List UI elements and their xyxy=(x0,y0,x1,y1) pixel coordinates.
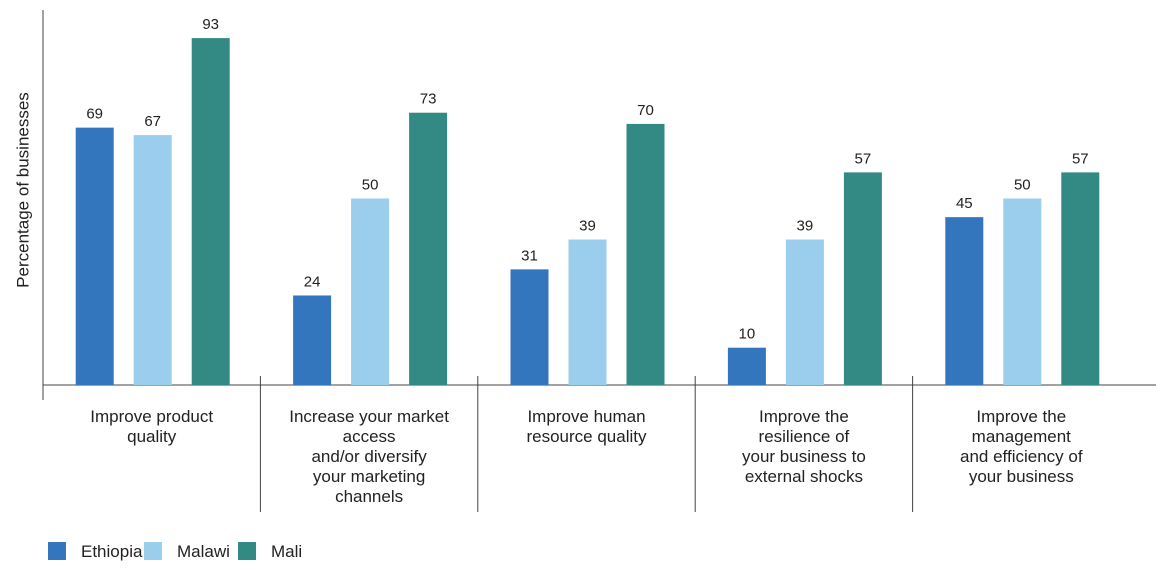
bar-value-label: 57 xyxy=(855,150,872,167)
legend-item-ethiopia: Ethiopia xyxy=(48,542,143,561)
category-label-2: Improve human resource quality xyxy=(526,407,647,446)
bar-value-label: 39 xyxy=(797,218,814,235)
bar-malawi-3 xyxy=(785,239,824,385)
legend-label: Ethiopia xyxy=(81,542,143,561)
legend-label: Malawi xyxy=(177,542,230,561)
bar-mali-3 xyxy=(843,172,882,385)
bar-value-label: 10 xyxy=(739,326,756,343)
bar-value-label: 67 xyxy=(144,113,161,130)
bar-value-label: 73 xyxy=(420,91,437,108)
bar-malawi-0 xyxy=(133,135,172,385)
bar-mali-4 xyxy=(1061,172,1100,385)
bar-ethiopia-0 xyxy=(75,127,114,385)
bar-malawi-4 xyxy=(1003,198,1042,385)
category-labels: Improve product quality Increase your mark… xyxy=(90,376,1083,512)
legend-swatch xyxy=(48,542,66,560)
bar-value-label: 45 xyxy=(956,195,973,212)
bar-malawi-2 xyxy=(568,239,607,385)
y-axis-title: Percentage of businesses xyxy=(13,92,32,288)
bar-ethiopia-2 xyxy=(510,269,549,385)
bar-value-labels: 69 67 93 24 50 73 31 39 70 10 39 57 45 50 57 xyxy=(86,16,1088,343)
category-label-3: Improve the resilience of your business to… xyxy=(742,407,866,486)
category-label-4: Improve the management and efficiency of yo… xyxy=(960,407,1083,486)
bar-mali-1 xyxy=(409,112,448,386)
bar-value-label: 57 xyxy=(1072,150,1089,167)
bar-value-label: 93 xyxy=(202,16,219,33)
legend-item-mali: Mali xyxy=(238,542,302,561)
legend-swatch xyxy=(238,542,256,560)
legend: Ethiopia Malawi Mali xyxy=(48,542,302,561)
bar-mali-2 xyxy=(626,123,665,386)
bars xyxy=(75,38,1100,386)
category-label-1: Increase your market access and/or diversi… xyxy=(289,407,449,506)
legend-swatch xyxy=(144,542,162,560)
bar-ethiopia-3 xyxy=(727,347,766,385)
bar-value-label: 50 xyxy=(362,177,379,194)
bar-value-label: 69 xyxy=(86,106,103,123)
legend-item-malawi: Malawi xyxy=(144,542,230,561)
bar-mali-0 xyxy=(191,38,230,386)
legend-label: Mali xyxy=(271,542,302,561)
bar-value-label: 31 xyxy=(521,247,538,264)
bar-value-label: 50 xyxy=(1014,177,1031,194)
bar-value-label: 24 xyxy=(304,273,321,290)
bar-value-label: 70 xyxy=(637,102,654,119)
bar-ethiopia-4 xyxy=(945,217,984,385)
bar-value-label: 39 xyxy=(579,218,596,235)
category-label-0: Improve product quality xyxy=(90,407,213,446)
bar-ethiopia-1 xyxy=(293,295,332,385)
bar-malawi-1 xyxy=(351,198,390,385)
